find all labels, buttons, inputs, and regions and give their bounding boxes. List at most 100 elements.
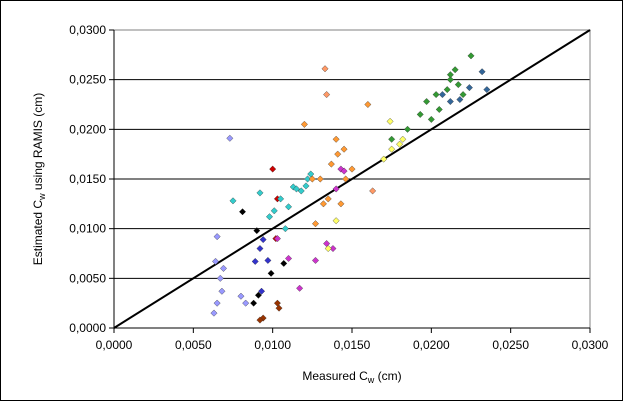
data-point (340, 145, 348, 153)
data-point (277, 195, 285, 203)
data-point (332, 135, 340, 143)
y-tick-label: 0,0250 (69, 73, 106, 87)
data-point (399, 135, 407, 143)
y-tick-labels: 0,0000 0,0050 0,0100 0,0150 0,0200 0,0250 0,03… (69, 23, 114, 335)
data-point (319, 200, 327, 208)
x-tick-label: 0,0050 (175, 338, 212, 352)
data-point (308, 175, 316, 183)
data-point (285, 254, 293, 262)
data-point (329, 245, 337, 253)
data-point (454, 81, 462, 89)
data-point (324, 245, 332, 253)
data-point (302, 182, 310, 190)
data-point (316, 175, 324, 183)
x-tick-label: 0,0000 (96, 338, 133, 352)
data-point (451, 66, 459, 74)
data-point (312, 220, 319, 228)
y-tick-label: 0,0050 (69, 271, 106, 285)
data-point (332, 185, 340, 193)
data-point (446, 76, 454, 84)
data-point (269, 165, 277, 173)
y-tick-label: 0,0200 (69, 122, 106, 136)
data-point (386, 117, 394, 125)
data-point (456, 96, 464, 104)
data-point (218, 287, 226, 295)
data-point (250, 299, 258, 307)
data-point (304, 175, 312, 183)
data-point (239, 208, 247, 216)
data-point (465, 84, 473, 92)
data-point (427, 115, 435, 123)
data-point (423, 98, 431, 106)
data-point (273, 235, 281, 243)
data-point (270, 207, 278, 215)
y-axis-title-main: Estimated C (31, 200, 45, 266)
data-point (342, 175, 350, 183)
data-point (229, 197, 237, 205)
data-point (340, 167, 348, 175)
data-point (388, 135, 396, 143)
data-point (432, 91, 440, 99)
data-point (251, 257, 259, 265)
y-tick-label: 0,0300 (69, 23, 106, 37)
y-tick-label: 0,0100 (69, 222, 106, 236)
x-tick-label: 0,0150 (334, 338, 371, 352)
y-axis-title-sub: w (37, 193, 47, 201)
data-point (256, 316, 264, 324)
data-point (396, 140, 404, 148)
data-point (253, 227, 261, 235)
data-point (256, 189, 264, 197)
data-point (300, 120, 308, 128)
y-tick-label: 0,0150 (69, 172, 106, 186)
y-axis-title: Estimated Cw using RAMIS (cm) (31, 93, 47, 266)
data-point (332, 217, 340, 225)
data-point (321, 65, 329, 73)
data-point (216, 274, 224, 282)
data-point (213, 299, 221, 307)
data-point (324, 195, 332, 203)
gridlines (114, 29, 590, 279)
data-point (267, 269, 275, 277)
data-point (280, 259, 288, 267)
y-tick-label: 0,0000 (69, 321, 106, 335)
reference-line (113, 29, 591, 329)
data-point (380, 155, 388, 163)
data-point (388, 145, 396, 153)
data-point (443, 86, 451, 94)
data-point (275, 304, 283, 312)
x-axis-title: Measured Cw (cm) (302, 369, 401, 385)
data-point (213, 233, 221, 241)
data-point (226, 134, 234, 142)
data-point (296, 284, 304, 292)
x-tick-label: 0,0300 (572, 338, 609, 352)
data-point (256, 245, 264, 253)
y-axis-title-suffix: using RAMIS (cm) (31, 93, 45, 194)
data-point (219, 264, 227, 272)
data-point (254, 291, 262, 299)
data-point (210, 309, 218, 317)
data-point (446, 98, 454, 106)
data-point (312, 256, 319, 264)
data-point (438, 91, 446, 99)
data-points (210, 52, 491, 324)
x-tick-label: 0,0200 (413, 338, 450, 352)
data-point (478, 68, 486, 76)
data-point (467, 52, 475, 60)
x-tick-label: 0,0100 (254, 338, 291, 352)
data-point (334, 150, 342, 158)
data-point (369, 187, 377, 195)
x-axis-title-unit: (cm) (374, 369, 401, 383)
data-point (237, 292, 245, 300)
data-point (281, 225, 289, 233)
data-point (297, 187, 305, 195)
x-tick-label: 0,0250 (492, 338, 529, 352)
data-point (348, 165, 356, 173)
data-point (446, 71, 454, 79)
data-point (416, 110, 424, 118)
data-point (435, 105, 443, 113)
data-point (258, 287, 266, 295)
data-point (327, 160, 335, 168)
data-point (266, 213, 273, 221)
x-axis-title-main: Measured C (302, 369, 368, 383)
